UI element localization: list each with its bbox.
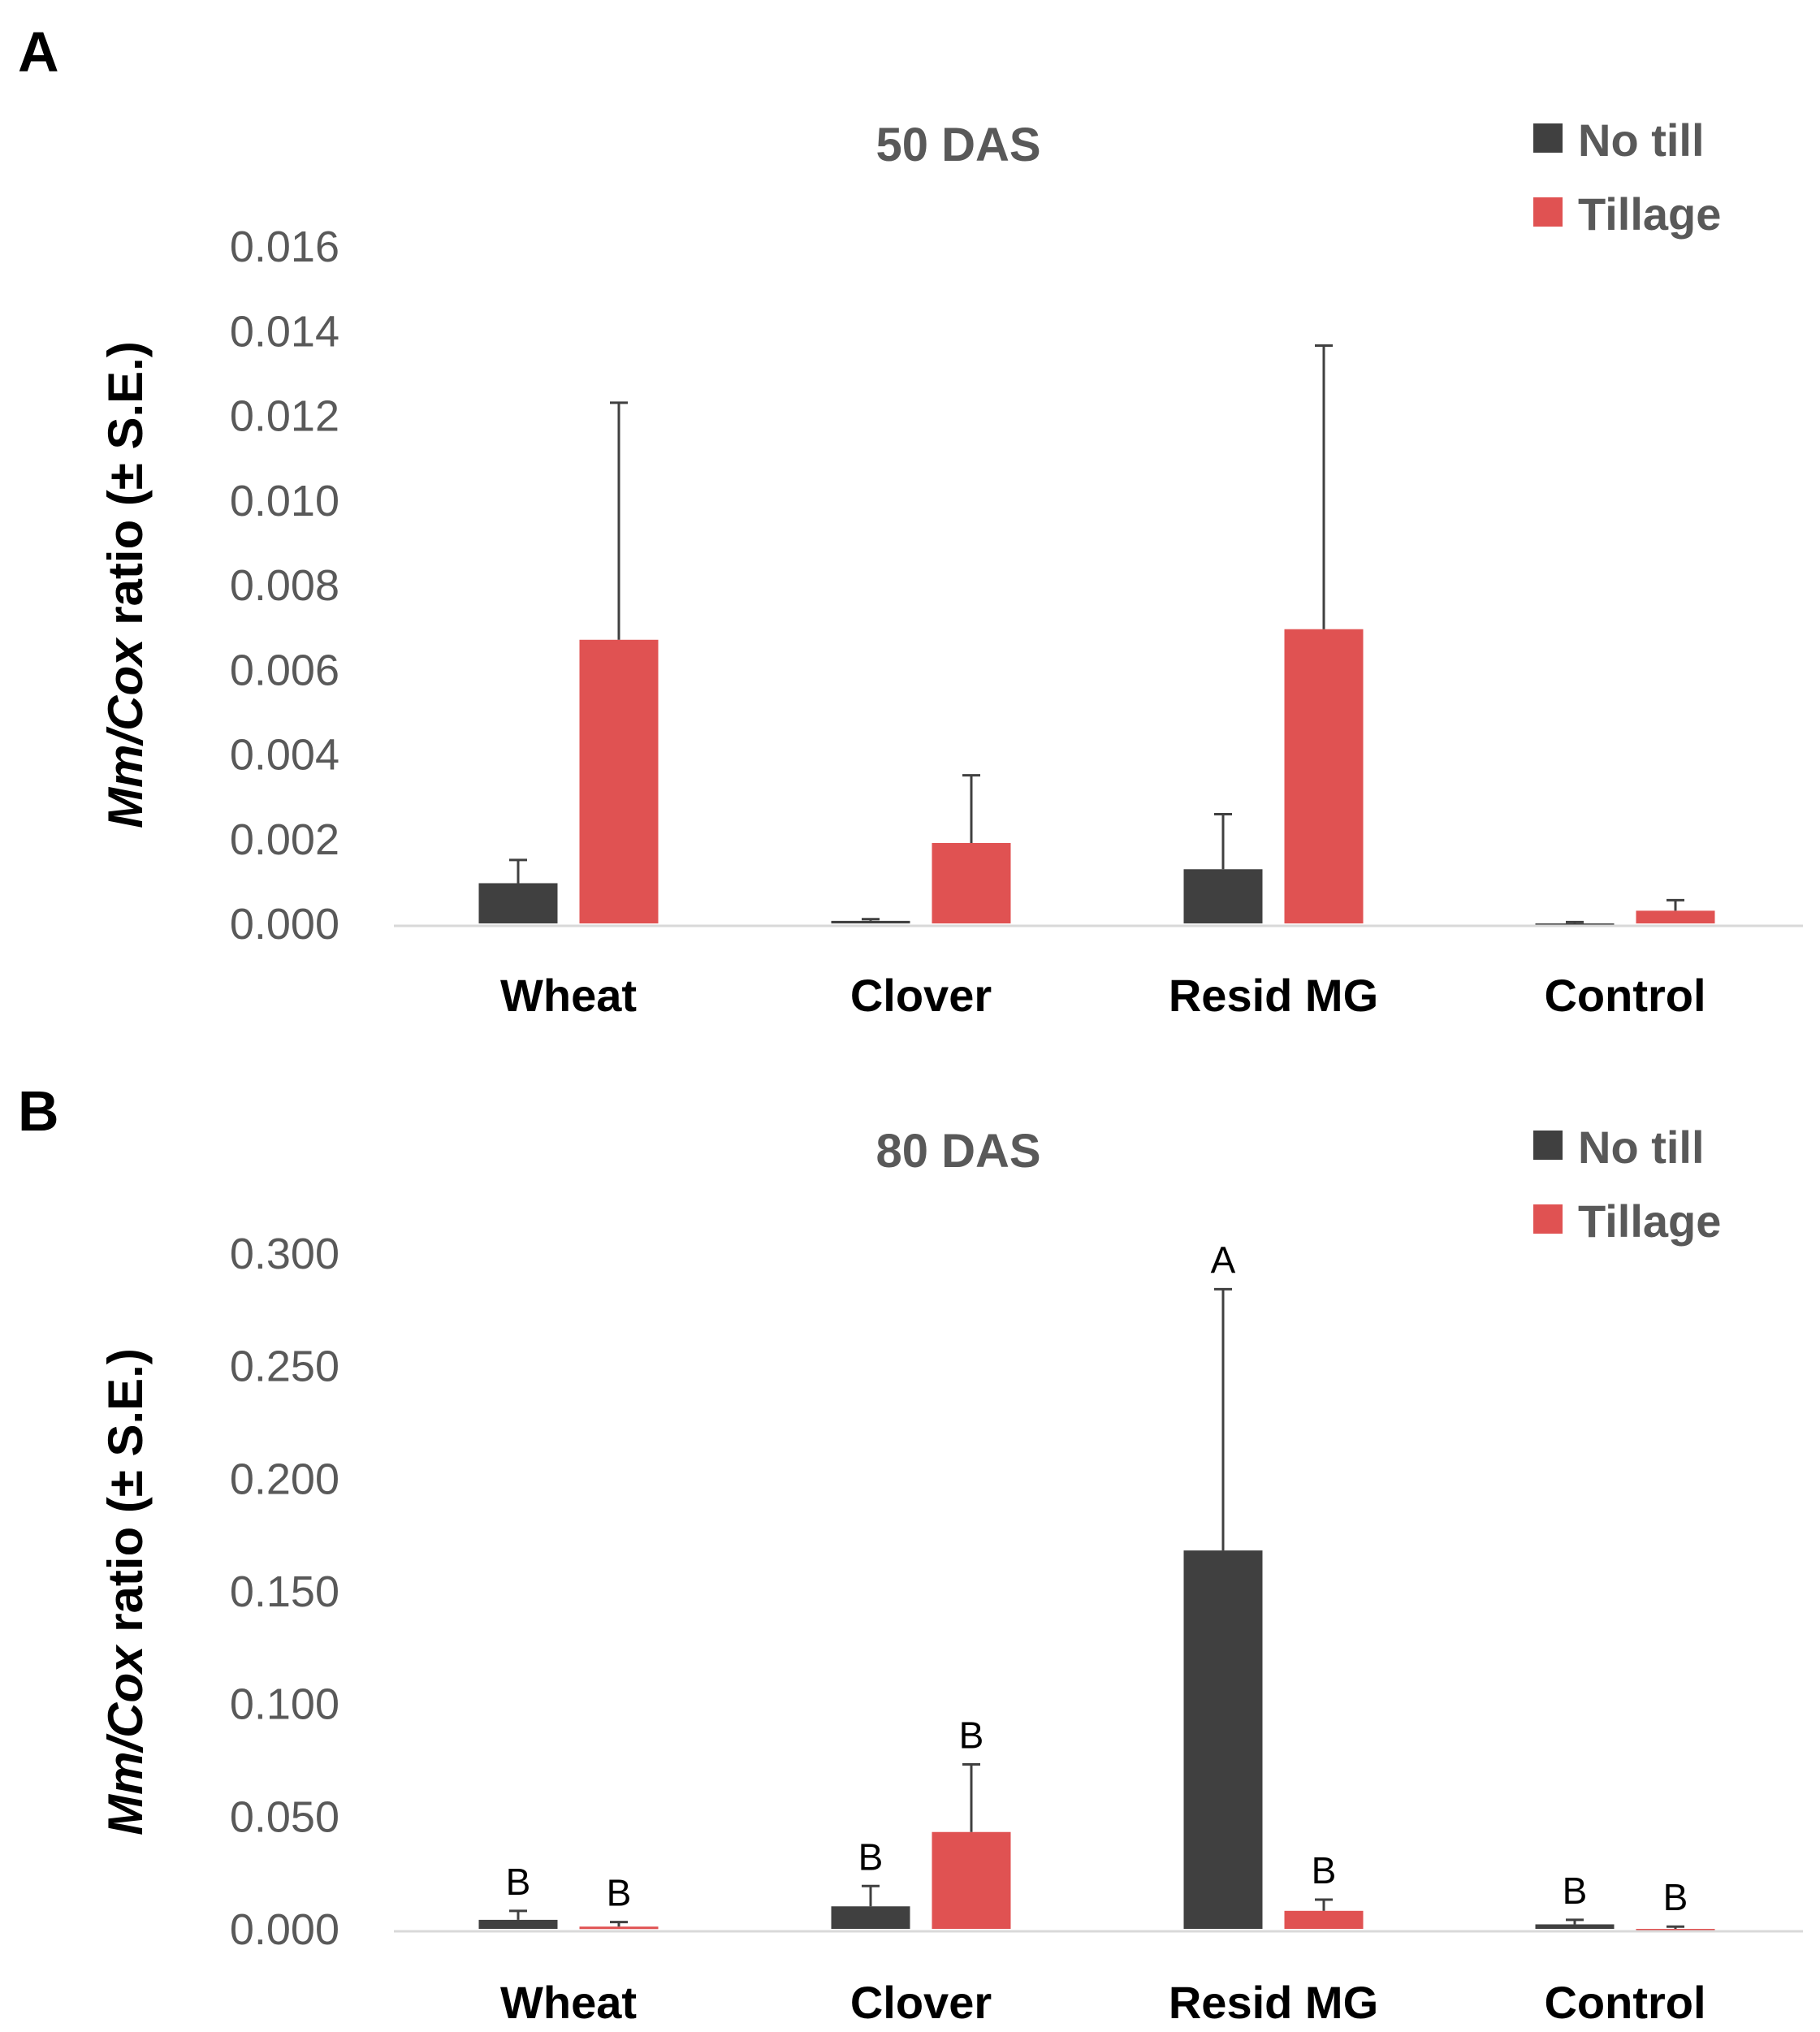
panel-letter: B <box>18 1079 59 1143</box>
bar-no-till-clover <box>831 920 910 923</box>
significance-label: B <box>1312 1849 1337 1891</box>
x-tick-label: Wheat <box>500 1977 637 2028</box>
panel-letter: A <box>18 20 59 84</box>
legend-swatch <box>1533 1131 1563 1160</box>
x-tick-label: Wheat <box>500 970 637 1021</box>
y-tick-label: 0.006 <box>230 646 339 694</box>
x-tick-label: Clover <box>850 970 992 1021</box>
y-tick-label: 0.002 <box>230 815 339 864</box>
y-tick-label: 0.008 <box>230 561 339 610</box>
y-tick-label: 0.012 <box>230 392 339 441</box>
legend-swatch <box>1533 123 1563 153</box>
bar-no-till-wheat <box>478 883 558 923</box>
y-tick-label: 0.150 <box>230 1567 339 1616</box>
legend-label: No till <box>1578 1122 1705 1173</box>
x-tick-label: Clover <box>850 1977 992 2028</box>
panel-a: A 50 DAS 0.000 0.002 0.004 0.006 0.008 0.010 0.0… <box>18 20 1803 1021</box>
y-axis-label-italic: Mm/Cox <box>98 637 153 828</box>
legend-label: No till <box>1578 115 1705 166</box>
legend-label: Tillage <box>1578 188 1721 240</box>
significance-label: B <box>858 1835 884 1878</box>
significance-label: B <box>1663 1876 1688 1918</box>
bar-no-till-resid-mg <box>1183 869 1263 923</box>
y-tick-label: 0.300 <box>230 1230 339 1278</box>
bar-no-till-clover <box>831 1906 910 1929</box>
y-tick-label: 0.014 <box>230 307 339 356</box>
bar-no-till-resid-mg <box>1183 1550 1263 1929</box>
y-tick-label: 0.016 <box>230 223 339 271</box>
legend-swatch <box>1533 197 1563 227</box>
bar-tillage-wheat <box>579 639 659 923</box>
chart-title: 80 DAS <box>875 1125 1040 1178</box>
significance-label: A <box>1211 1239 1236 1281</box>
panel-b: B 80 DAS 0.000 0.050 0.100 0.150 0.200 0.250 0.3… <box>18 1079 1803 2028</box>
y-tick-label: 0.010 <box>230 477 339 525</box>
y-axis-label-rest: ratio (± S.E.) <box>98 1348 153 1645</box>
y-tick-label: 0.200 <box>230 1455 339 1503</box>
y-axis-label-rest: ratio (± S.E.) <box>98 341 153 638</box>
bar-tillage-clover <box>932 1831 1011 1929</box>
bar-no-till-control <box>1535 1924 1615 1929</box>
significance-label: B <box>959 1714 984 1757</box>
x-tick-label: Resid MG <box>1169 970 1378 1021</box>
y-tick-label: 0.100 <box>230 1680 339 1729</box>
significance-label: B <box>607 1872 632 1914</box>
y-axis-label-italic: Mm/Cox <box>98 1644 153 1835</box>
y-tick-label: 0.250 <box>230 1342 339 1391</box>
y-axis-label: Mm/Cox ratio (± S.E.) <box>98 1348 153 1835</box>
legend-label: Tillage <box>1578 1195 1721 1247</box>
y-axis-label: Mm/Cox ratio (± S.E.) <box>98 341 153 828</box>
bar-tillage-resid-mg <box>1284 629 1364 923</box>
bar-tillage-wheat <box>579 1926 659 1930</box>
y-tick-label: 0.000 <box>230 900 339 949</box>
legend-swatch <box>1533 1204 1563 1234</box>
bar-no-till-wheat <box>478 1919 558 1929</box>
legend: No till Tillage <box>1533 1122 1721 1247</box>
significance-label: B <box>506 1861 531 1903</box>
x-tick-label: Control <box>1544 970 1705 1021</box>
x-tick-label: Resid MG <box>1169 1977 1378 2028</box>
chart-title: 50 DAS <box>875 119 1040 171</box>
y-tick-label: 0.000 <box>230 1905 339 1954</box>
bar-tillage-resid-mg <box>1284 1910 1364 1929</box>
x-tick-label: Control <box>1544 1977 1705 2028</box>
y-tick-label: 0.050 <box>230 1792 339 1841</box>
y-tick-label: 0.004 <box>230 731 339 780</box>
bar-tillage-control <box>1636 910 1715 923</box>
significance-label: B <box>1563 1870 1588 1912</box>
bar-tillage-clover <box>932 842 1011 923</box>
legend: No till Tillage <box>1533 115 1721 240</box>
